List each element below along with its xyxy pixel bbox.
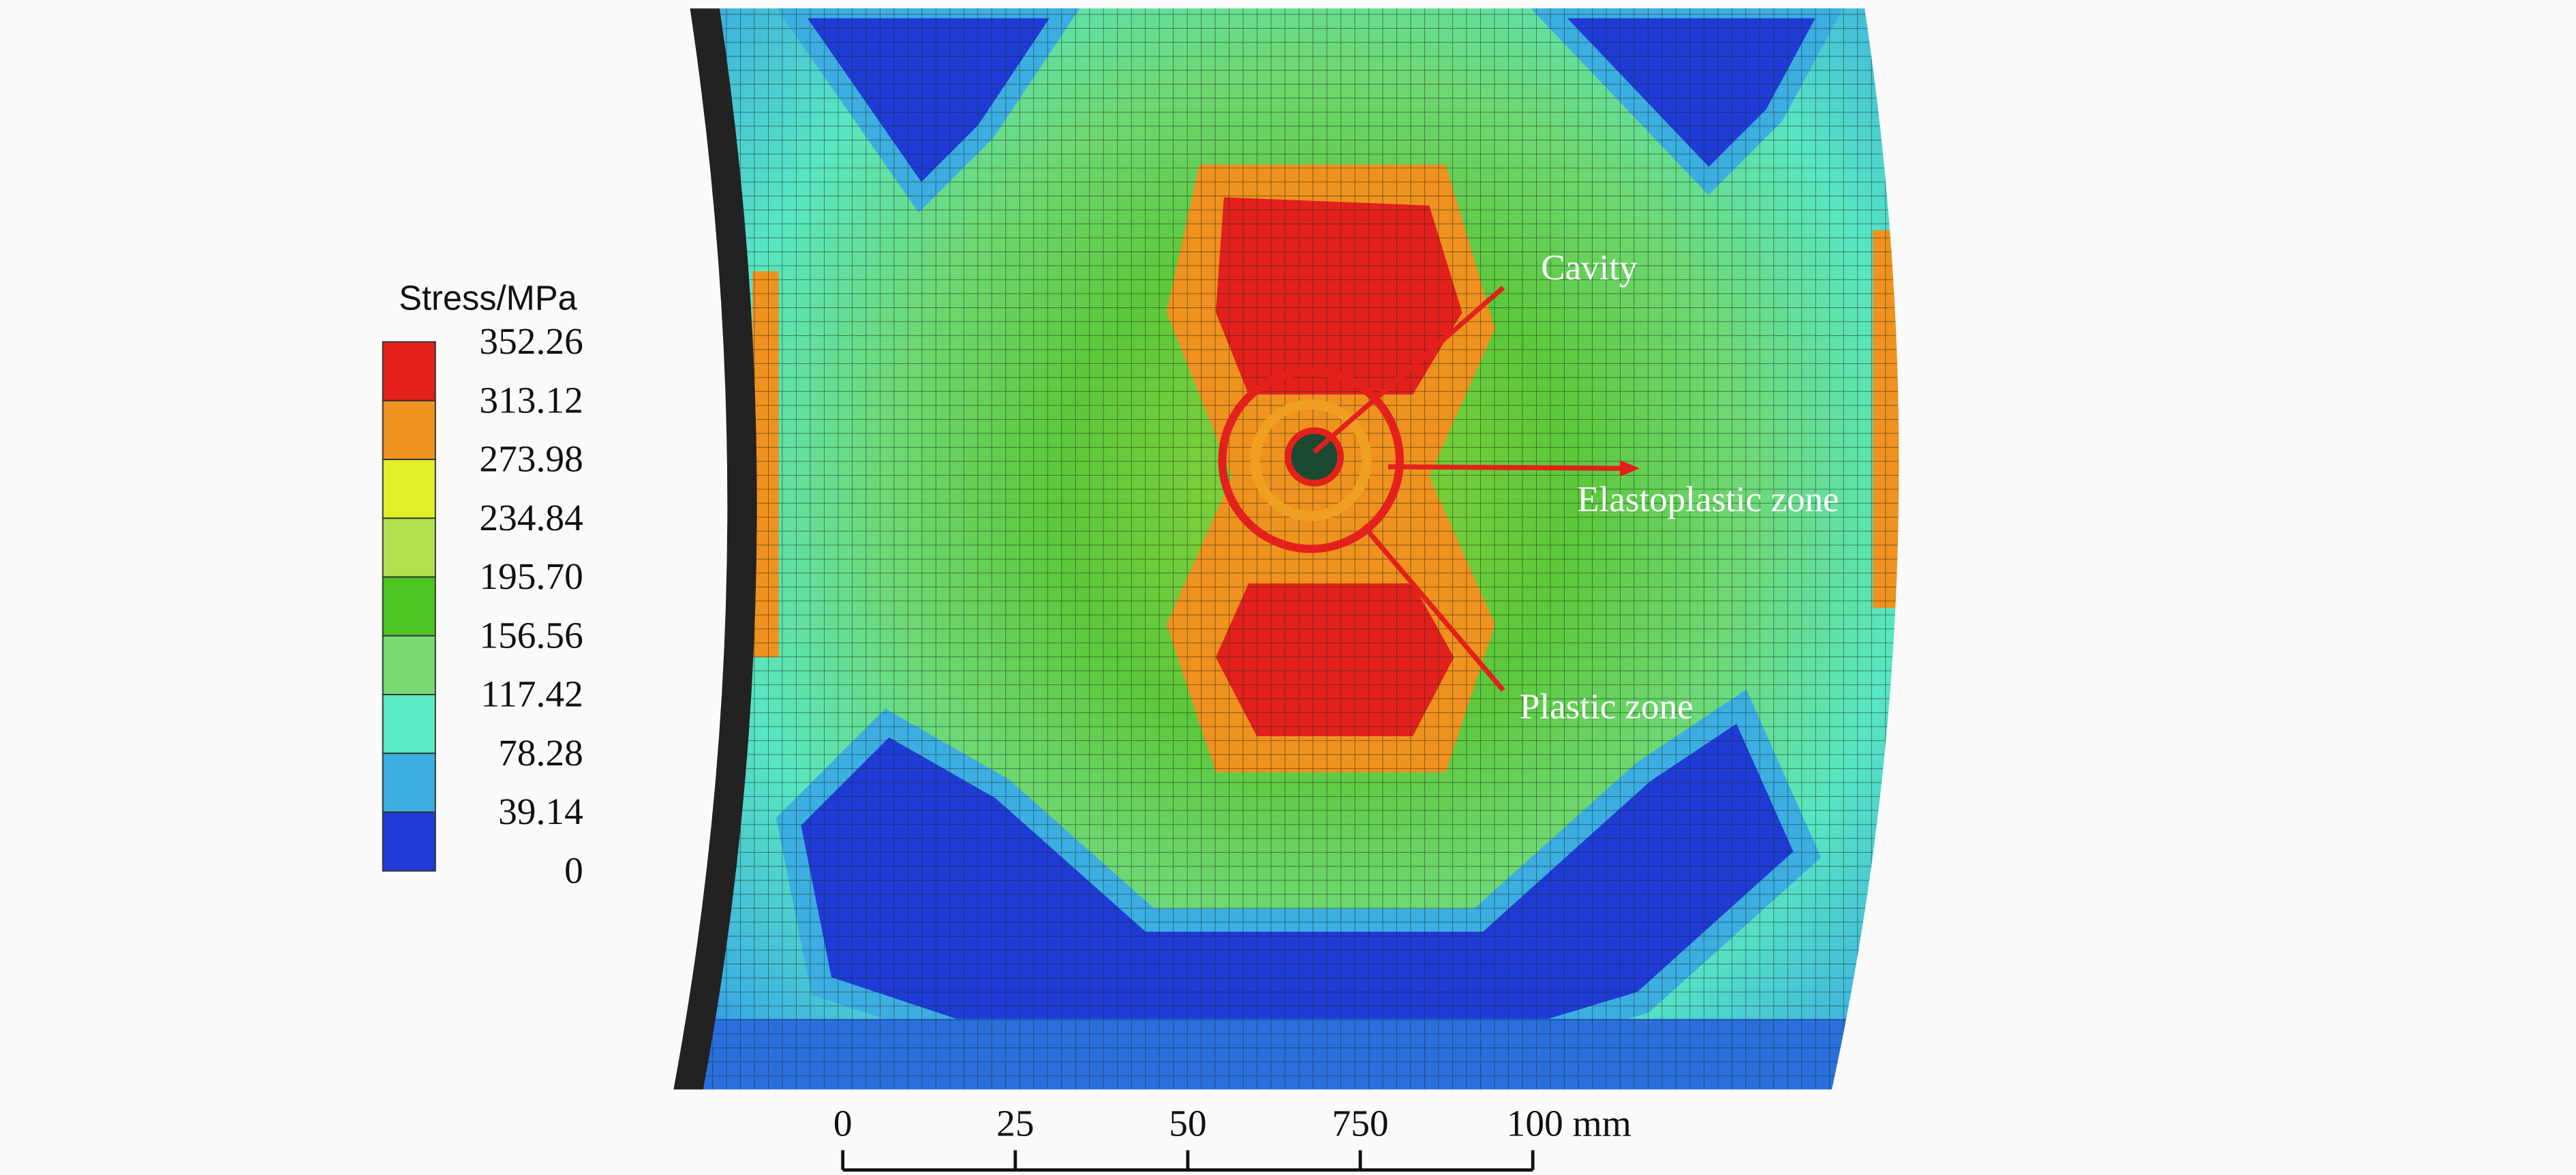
legend-label: 117.42 [480,673,583,715]
legend-swatch [382,459,436,519]
arrows [1313,286,1627,692]
scale-label: 750 [1332,1103,1388,1144]
edge-band [673,8,757,1090]
annotation: Cavity [1541,248,1638,288]
legend-label: 313.12 [479,379,583,421]
legend-swatch [382,635,436,696]
legend-label: 0 [564,849,583,891]
legend-label: 39.14 [498,791,583,832]
scale-bar: 0 25 50 750 100 mm [833,1103,1631,1172]
legend-title: Stress/MPa [399,279,577,318]
legend-label: 234.84 [479,497,583,538]
legend-swatch [382,341,436,401]
legend-swatch [382,752,436,813]
legend-label: 273.98 [479,438,583,480]
arrow-head [1619,460,1640,477]
legend-swatch [382,811,436,872]
legend-swatch [382,517,436,578]
scale-label: 0 [833,1103,853,1144]
legend-label: 195.70 [479,555,583,597]
plastic-ring [1218,367,1404,553]
annotation: Elastoplastic zone [1577,480,1839,519]
legend-swatch [382,694,436,754]
annotation: Plastic zone [1520,687,1693,727]
scale-label: 50 [1169,1103,1206,1144]
legend-label: 78.28 [498,732,583,774]
scale-label: 25 [996,1103,1034,1144]
elastoplastic-ring [1250,399,1372,521]
legend-label: 352.26 [479,320,583,362]
scale-label: 100 mm [1507,1103,1631,1144]
legend: 352.26 313.12 273.98 234.84 195.70 156.56 117.… [382,320,583,891]
legend-swatch [382,576,436,637]
legend-label: 156.56 [479,614,583,656]
legend-swatch [382,399,436,461]
